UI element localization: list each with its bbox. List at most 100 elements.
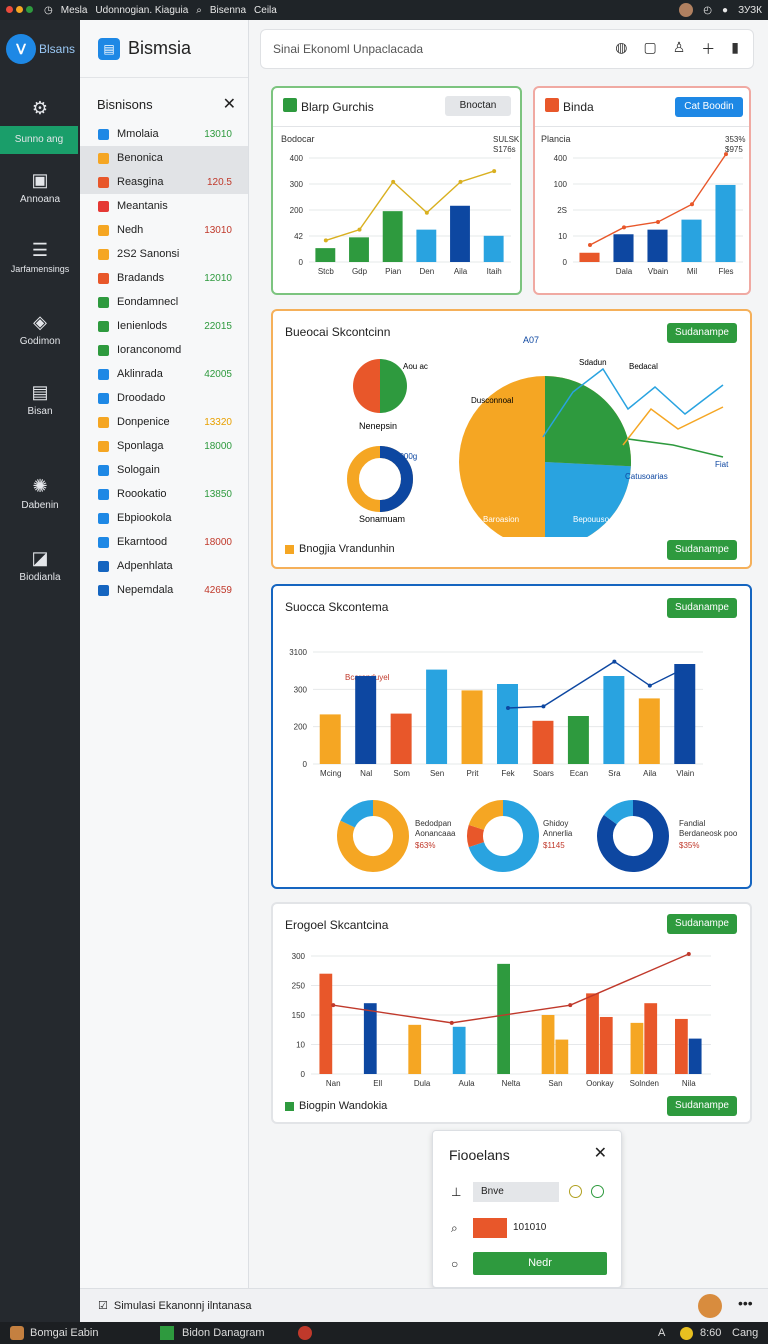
series-line bbox=[325, 170, 495, 242]
rail-item-annoana[interactable]: ▣ Annoana bbox=[0, 170, 80, 205]
y-tick-label: 300 bbox=[292, 952, 306, 961]
x-tick-label: Fek bbox=[501, 769, 515, 778]
item-icon bbox=[98, 320, 109, 332]
bar bbox=[416, 229, 437, 262]
card4-button[interactable]: Sudanampe bbox=[667, 598, 737, 618]
checkbox-icon[interactable]: ☑ bbox=[98, 1300, 108, 1312]
line-point bbox=[724, 152, 728, 157]
avatar[interactable] bbox=[679, 3, 694, 17]
card5-button[interactable]: Sudanampe bbox=[667, 914, 737, 934]
avatar[interactable] bbox=[698, 1294, 722, 1318]
rail-item-bisan[interactable]: ▤ Bisan bbox=[0, 382, 80, 417]
y-tick-label: 200 bbox=[290, 206, 304, 215]
sidebar-item[interactable]: Droodado bbox=[80, 386, 248, 410]
sidebar-item[interactable]: Reasgina 120.5 bbox=[80, 170, 248, 194]
sidebar-item[interactable]: Eondamnecl bbox=[80, 290, 248, 314]
sidebar-item[interactable]: Benonica bbox=[80, 146, 248, 170]
rail-item-godimon[interactable]: ◈ Godimon bbox=[0, 312, 80, 347]
rail-item-sunno[interactable]: ⚙ bbox=[0, 98, 80, 122]
card3-button[interactable]: Sudanampe bbox=[667, 323, 737, 343]
taskbar-app-2[interactable]: Bidon Danagram bbox=[160, 1326, 265, 1340]
bar bbox=[426, 669, 448, 764]
menu-app4[interactable]: Ceila bbox=[254, 4, 277, 16]
more-icon[interactable]: ••• bbox=[738, 1295, 753, 1311]
add-icon[interactable]: ＋ bbox=[701, 41, 716, 57]
field-input-1[interactable]: Bnve bbox=[473, 1182, 559, 1202]
item-label: Donpenice bbox=[117, 416, 170, 428]
bar bbox=[688, 1038, 702, 1074]
radio-option-1[interactable] bbox=[569, 1185, 582, 1198]
donut-segment bbox=[467, 824, 485, 848]
window-icon[interactable]: ▢ bbox=[643, 39, 657, 55]
line-point bbox=[449, 1020, 454, 1025]
y-unit-label: Plancia bbox=[541, 134, 571, 144]
sidebar-item[interactable]: Sologain bbox=[80, 458, 248, 482]
donut-segment bbox=[597, 800, 669, 872]
sidebar-item[interactable]: Ekarntood 18000 bbox=[80, 530, 248, 554]
sidebar-item[interactable]: Sponlaga 18000 bbox=[80, 434, 248, 458]
sidebar-item[interactable]: Meantanis bbox=[80, 194, 248, 218]
rail-item-dabenin[interactable]: ✺ Dabenin bbox=[0, 476, 80, 511]
sidebar-item[interactable]: Ebpiookola bbox=[80, 506, 248, 530]
sidebar-item[interactable]: Ienienlods 22015 bbox=[80, 314, 248, 338]
menu-app1[interactable]: Mesla bbox=[60, 4, 88, 16]
sidebar-item[interactable]: Mmolaia 13010 bbox=[80, 122, 248, 146]
search-small-icon[interactable]: ⌕ bbox=[196, 4, 202, 16]
taskbar-app-1[interactable]: Bomgai Eabin bbox=[10, 1326, 99, 1340]
card3-button-bottom[interactable]: Sudanampe bbox=[667, 540, 737, 560]
rail-logo[interactable]: ᐯ Blsans bbox=[0, 20, 80, 64]
pie-slice-large bbox=[545, 462, 631, 537]
pin-icon[interactable]: ◍ bbox=[615, 39, 628, 55]
card2-button[interactable]: Cat Boodin bbox=[675, 97, 743, 117]
sidebar-item[interactable]: Roookatio 13850 bbox=[80, 482, 248, 506]
logo-text: Blsans bbox=[39, 42, 76, 56]
item-label: Nedh bbox=[117, 224, 144, 236]
item-label: Reasgina bbox=[117, 176, 164, 188]
bar bbox=[408, 1024, 422, 1074]
user-icon[interactable]: ♙ bbox=[672, 39, 686, 55]
card5-button-bottom[interactable]: Sudanampe bbox=[667, 1096, 737, 1116]
x-tick-label: Aula bbox=[459, 1079, 476, 1088]
window-controls[interactable] bbox=[6, 5, 36, 16]
info-icon[interactable]: ● bbox=[722, 4, 729, 16]
tray-icon[interactable] bbox=[680, 1326, 693, 1340]
rail-label: Sunno ang bbox=[14, 134, 64, 145]
close-icon[interactable]: ✕ bbox=[593, 1145, 607, 1162]
item-icon bbox=[98, 272, 109, 284]
search-bar[interactable]: Sinai Ekonoml Unpaclacada ◍ ▢ ♙ ＋ ▮ bbox=[260, 29, 754, 69]
taskbar-app-3[interactable] bbox=[298, 1326, 312, 1340]
sidebar-item[interactable]: Aklinrada 42005 bbox=[80, 362, 248, 386]
left-rail: ᐯ Blsans ⚙ Sunno ang ▣ Annoana ☰ Jarfame… bbox=[0, 20, 80, 1322]
card1-button[interactable]: Bnoctan bbox=[445, 96, 511, 116]
rail-item-active[interactable]: Sunno ang bbox=[0, 126, 78, 154]
menu-app2[interactable]: Udonnogian. Kiaguia bbox=[95, 4, 189, 16]
sidebar-item[interactable]: Adpenhlata bbox=[80, 554, 248, 578]
sidebar-item[interactable]: Ioranconomd bbox=[80, 338, 248, 362]
menu-app3[interactable]: Bisenna bbox=[209, 4, 247, 16]
mic-icon[interactable]: ▮ bbox=[731, 39, 739, 55]
close-icon[interactable]: ✕ bbox=[222, 96, 236, 113]
sidebar-item[interactable]: Bradands 12010 bbox=[80, 266, 248, 290]
app-logo-icon: ▤ bbox=[98, 37, 120, 60]
dialog-confirm-button[interactable]: Nedr bbox=[473, 1252, 607, 1275]
y-tick-label: 100 bbox=[554, 180, 568, 189]
pie-label: Baroasion bbox=[483, 515, 519, 524]
y-tick-label: 10 bbox=[296, 1041, 305, 1050]
sidebar-item[interactable]: 2S2 Sanonsi bbox=[80, 242, 248, 266]
sidebar-item[interactable]: Nedh 13010 bbox=[80, 218, 248, 242]
search-input[interactable]: Sinai Ekonoml Unpaclacada bbox=[273, 42, 424, 56]
x-tick-label: Itaih bbox=[487, 267, 502, 276]
rail-item-jarfamen[interactable]: ☰ Jarfamensings bbox=[0, 240, 80, 275]
donut-segment bbox=[337, 800, 409, 872]
color-swatch[interactable] bbox=[473, 1218, 507, 1238]
sidebar-item[interactable]: Nepemdala 42659 bbox=[80, 578, 248, 602]
x-tick-label: Den bbox=[419, 267, 434, 276]
rail-item-biodianla[interactable]: ◪ Biodianla bbox=[0, 548, 80, 583]
radio-option-2[interactable] bbox=[591, 1185, 604, 1198]
font-icon[interactable]: A bbox=[658, 1327, 666, 1339]
history-icon[interactable]: ◴ bbox=[703, 4, 713, 16]
legend-2: $975 bbox=[725, 145, 743, 154]
sidebar-item[interactable]: Donpenice 13320 bbox=[80, 410, 248, 434]
item-label: Meantanis bbox=[117, 200, 168, 212]
clock-icon: ◷ bbox=[44, 4, 53, 16]
